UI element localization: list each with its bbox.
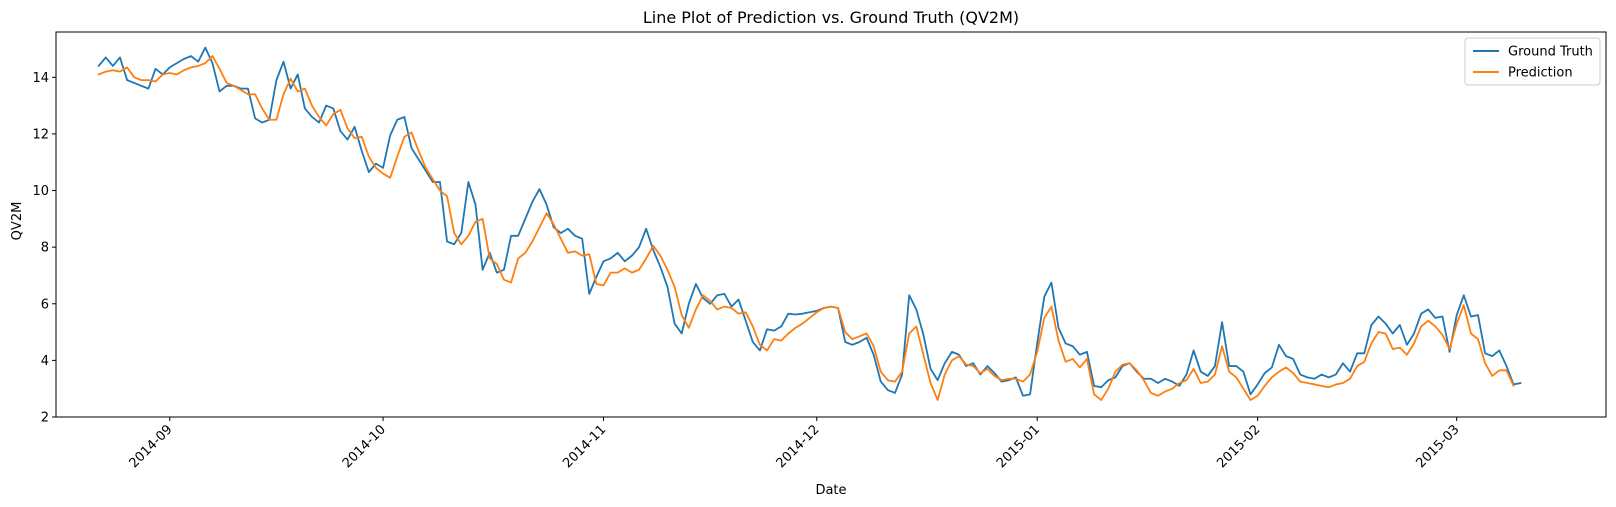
series-group — [97, 46, 1522, 401]
y-axis-label: QV2M — [10, 202, 25, 241]
y-tick-label: 10 — [32, 184, 49, 199]
series-line-prediction — [97, 55, 1515, 401]
y-tick-label: 6 — [41, 297, 49, 312]
y-tick-label: 8 — [41, 241, 49, 256]
x-tick-label: 2014-09 — [127, 422, 176, 471]
x-axis-label: Date — [815, 483, 846, 498]
legend-label: Ground Truth — [1508, 45, 1593, 60]
x-tick-label: 2015-02 — [1214, 422, 1263, 471]
series-line-ground-truth — [97, 46, 1522, 397]
x-tick-label: 2015-01 — [994, 422, 1043, 471]
legend-box — [1464, 37, 1601, 86]
x-axis: 2014-09 2014-10 2014-11 2014-12 2015-01 2015-… — [127, 417, 1463, 471]
x-tick-label: 2014-12 — [774, 422, 823, 471]
y-tick-label: 14 — [32, 71, 49, 86]
x-tick-label: 2014-11 — [560, 422, 609, 471]
y-tick-label: 4 — [41, 354, 49, 369]
legend-label: Prediction — [1508, 66, 1573, 81]
y-tick-label: 12 — [32, 127, 49, 142]
y-tick-label: 2 — [41, 411, 49, 426]
plot-frame — [55, 31, 1607, 418]
legend: Ground Truth Prediction — [1464, 37, 1601, 86]
x-tick-label: 2015-03 — [1413, 422, 1462, 471]
x-tick-label: 2014-10 — [340, 422, 389, 471]
chart-title: Line Plot of Prediction vs. Ground Truth… — [643, 8, 1019, 27]
plot-area — [55, 31, 1607, 418]
y-axis: 2 4 6 8 10 12 14 — [32, 71, 56, 426]
